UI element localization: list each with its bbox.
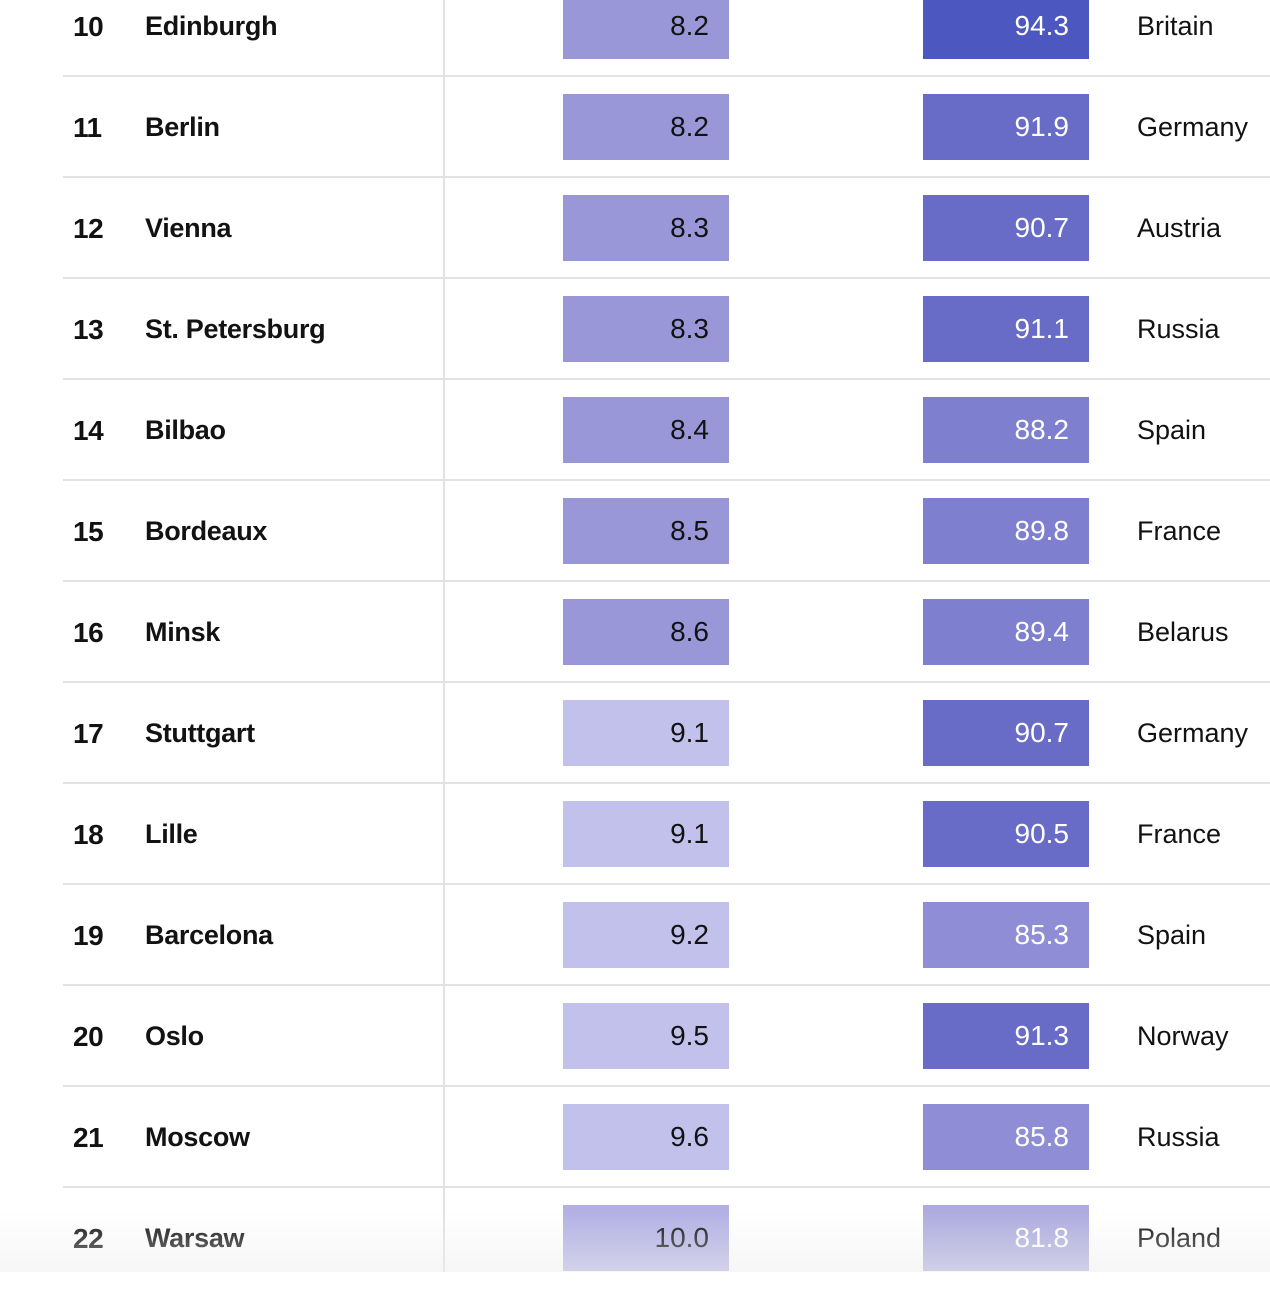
rank-cell: 16 [73, 617, 104, 648]
table-row: 18 Lille 9.1 90.5 France [63, 784, 1270, 885]
value-1-cell: 8.2 [563, 0, 729, 59]
row-divider [63, 681, 1270, 683]
ranking-table: 10 Edinburgh 8.2 94.3 Britain 11 Berlin 8.2 91.9… [63, 0, 1270, 1272]
value-2-cell: 91.1 [923, 296, 1089, 362]
table-row: 13 St. Petersburg 8.3 91.1 Russia [63, 279, 1270, 380]
column-divider [443, 0, 445, 1272]
table-row: 22 Warsaw 10.0 81.8 Poland [63, 1188, 1270, 1289]
city-cell: Warsaw [145, 1223, 245, 1253]
country-cell: Germany [1137, 112, 1249, 142]
table-row: 10 Edinburgh 8.2 94.3 Britain [63, 0, 1270, 77]
value-1-cell: 8.5 [563, 498, 729, 564]
value-2-cell: 94.3 [923, 0, 1089, 59]
row-divider [63, 984, 1270, 986]
rank-cell: 20 [73, 1021, 104, 1052]
city-cell: Lille [145, 819, 198, 849]
value-1-cell: 9.2 [563, 902, 729, 968]
city-cell: Berlin [145, 112, 220, 142]
country-cell: Belarus [1137, 617, 1229, 647]
rank-cell: 18 [73, 819, 104, 850]
rank-cell: 19 [73, 920, 104, 951]
city-cell: Edinburgh [145, 11, 278, 41]
value-1-cell: 8.6 [563, 599, 729, 665]
table-row: 19 Barcelona 9.2 85.3 Spain [63, 885, 1270, 986]
value-2-cell: 89.4 [923, 599, 1089, 665]
rank-cell: 11 [73, 112, 102, 143]
value-2-cell: 90.7 [923, 195, 1089, 261]
country-cell: Poland [1137, 1223, 1222, 1253]
value-2-cell: 85.8 [923, 1104, 1089, 1170]
row-divider [63, 378, 1270, 380]
row-divider [63, 1186, 1270, 1188]
row-divider [63, 782, 1270, 784]
city-cell: Minsk [145, 617, 221, 647]
rank-cell: 10 [73, 11, 104, 42]
table-row: 21 Moscow 9.6 85.8 Russia [63, 1087, 1270, 1188]
row-divider [63, 277, 1270, 279]
value-1-cell: 9.6 [563, 1104, 729, 1170]
value-1-cell: 8.3 [563, 296, 729, 362]
rank-cell: 12 [73, 213, 104, 244]
value-1-cell: 9.5 [563, 1003, 729, 1069]
rank-cell: 15 [73, 516, 104, 547]
value-2-cell: 90.7 [923, 700, 1089, 766]
country-cell: Russia [1137, 314, 1220, 344]
city-cell: Bilbao [145, 415, 226, 445]
city-cell: St. Petersburg [145, 314, 326, 344]
row-divider [63, 479, 1270, 481]
city-cell: Vienna [145, 213, 232, 243]
country-cell: Norway [1137, 1021, 1229, 1051]
value-2-cell: 81.8 [923, 1205, 1089, 1271]
row-divider [63, 75, 1270, 77]
value-2-cell: 90.5 [923, 801, 1089, 867]
table-row: 12 Vienna 8.3 90.7 Austria [63, 178, 1270, 279]
country-cell: Spain [1137, 415, 1207, 445]
city-cell: Barcelona [145, 920, 273, 950]
value-2-cell: 89.8 [923, 498, 1089, 564]
table-row: 15 Bordeaux 8.5 89.8 France [63, 481, 1270, 582]
rank-cell: 17 [73, 718, 104, 749]
value-2-cell: 91.3 [923, 1003, 1089, 1069]
city-cell: Moscow [145, 1122, 250, 1152]
rank-cell: 14 [73, 415, 104, 446]
value-2-cell: 91.9 [923, 94, 1089, 160]
table-row: 17 Stuttgart 9.1 90.7 Germany [63, 683, 1270, 784]
table-row: 20 Oslo 9.5 91.3 Norway [63, 986, 1270, 1087]
table-row: 14 Bilbao 8.4 88.2 Spain [63, 380, 1270, 481]
rank-cell: 21 [73, 1122, 104, 1153]
country-cell: Britain [1137, 11, 1214, 41]
value-1-cell: 9.1 [563, 700, 729, 766]
value-2-cell: 88.2 [923, 397, 1089, 463]
value-1-cell: 10.0 [563, 1205, 729, 1271]
row-divider [63, 883, 1270, 885]
city-cell: Stuttgart [145, 718, 255, 748]
rank-cell: 22 [73, 1223, 104, 1254]
country-cell: Spain [1137, 920, 1207, 950]
country-cell: Russia [1137, 1122, 1220, 1152]
city-cell: Oslo [145, 1021, 204, 1051]
value-2-cell: 85.3 [923, 902, 1089, 968]
row-divider [63, 580, 1270, 582]
row-divider [63, 1085, 1270, 1087]
value-1-cell: 8.4 [563, 397, 729, 463]
value-1-cell: 8.2 [563, 94, 729, 160]
country-cell: France [1137, 819, 1222, 849]
value-1-cell: 9.1 [563, 801, 729, 867]
row-divider [63, 176, 1270, 178]
country-cell: Austria [1137, 213, 1222, 243]
country-cell: Germany [1137, 718, 1249, 748]
table-row: 11 Berlin 8.2 91.9 Germany [63, 77, 1270, 178]
city-cell: Bordeaux [145, 516, 268, 546]
table-row: 16 Minsk 8.6 89.4 Belarus [63, 582, 1270, 683]
country-cell: France [1137, 516, 1222, 546]
value-1-cell: 8.3 [563, 195, 729, 261]
rank-cell: 13 [73, 314, 104, 345]
